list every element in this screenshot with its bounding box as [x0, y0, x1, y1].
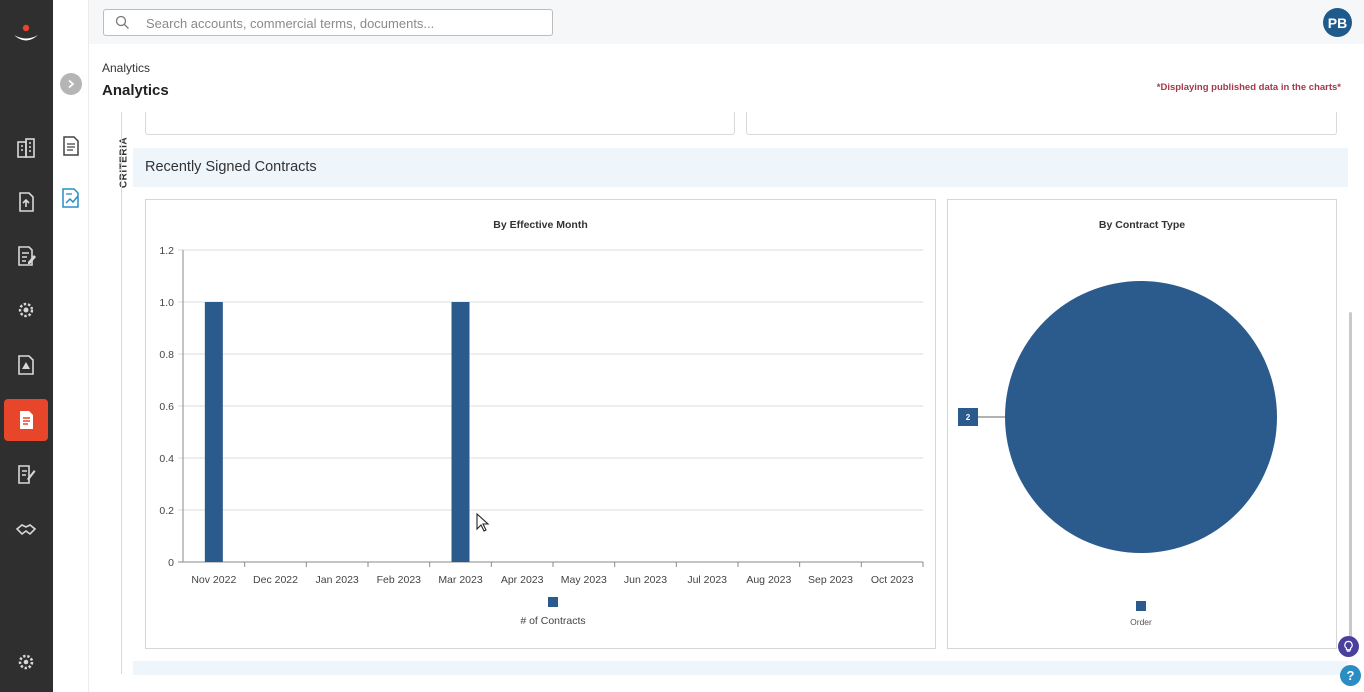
y-tick-label: 0 — [168, 557, 174, 569]
content-scrollbar[interactable] — [1348, 112, 1354, 672]
search-icon — [115, 15, 129, 29]
pie-chart-title: By Contract Type — [1098, 219, 1186, 231]
nav-edit-button[interactable] — [4, 235, 48, 277]
analytics-chart-icon[interactable] — [60, 187, 82, 209]
expand-sidebar-button[interactable] — [60, 73, 82, 95]
reports-document-icon[interactable] — [60, 135, 82, 157]
document-active-icon — [20, 411, 33, 429]
bar-chart-title: By Effective Month — [493, 219, 588, 231]
data-label-box — [958, 408, 978, 426]
pie-slice — [1005, 281, 1277, 553]
help-button[interactable]: ? — [1340, 665, 1361, 686]
nav-upload-button[interactable] — [4, 181, 48, 223]
y-tick-label: 1.2 — [159, 245, 174, 257]
x-tick-label: Dec 2022 — [253, 574, 298, 586]
pie-chart: 2 Order — [958, 281, 1277, 627]
chevron-right-icon — [68, 79, 75, 89]
top-bar: PB — [89, 0, 1364, 44]
document-alert-icon — [18, 355, 34, 375]
mouse-cursor-icon — [476, 513, 490, 532]
y-tick-label: 0.4 — [159, 453, 174, 465]
handshake-icon — [15, 524, 37, 536]
nav-settings-button[interactable] — [4, 641, 48, 683]
legend-label: # of Contracts — [520, 615, 585, 627]
x-tick-label: Nov 2022 — [191, 574, 236, 586]
nav-workflow-button[interactable] — [4, 289, 48, 331]
x-tick-label: Aug 2023 — [746, 574, 791, 586]
settings-icon — [18, 654, 34, 670]
user-avatar[interactable]: PB — [1323, 8, 1352, 37]
brand-logo-icon[interactable] — [12, 22, 40, 48]
main-nav-rail — [0, 0, 53, 692]
x-tick-label: Apr 2023 — [501, 574, 544, 586]
effective-month-chart-card: By Effective Month 0 0.2 0.4 0.6 0.8 1.0 1.2 No… — [145, 199, 936, 649]
tips-lightbulb-button[interactable] — [1338, 636, 1359, 657]
legend-label: Order — [1130, 617, 1152, 627]
secondary-nav-rail — [53, 0, 89, 692]
document-sign-icon — [18, 465, 36, 484]
y-tick-label: 0.6 — [159, 401, 174, 413]
nav-alerts-button[interactable] — [4, 344, 48, 386]
criteria-divider — [121, 112, 122, 674]
lightbulb-icon — [1344, 640, 1353, 652]
document-edit-icon — [18, 246, 36, 266]
nav-sign-button[interactable] — [4, 453, 48, 495]
x-tick-label: Mar 2023 — [438, 574, 483, 586]
y-tick-label: 0.2 — [159, 505, 174, 517]
scrollbar-thumb[interactable] — [1349, 312, 1352, 652]
gear-cluster-icon — [18, 302, 34, 318]
nav-partners-button[interactable] — [4, 508, 48, 550]
bar — [204, 302, 223, 562]
breadcrumb[interactable]: Analytics — [102, 61, 151, 75]
bar — [451, 302, 470, 562]
published-data-notice: *Displaying published data in the charts… — [1156, 82, 1341, 93]
search-input[interactable] — [146, 13, 546, 33]
legend-swatch — [548, 597, 558, 607]
document-upload-icon — [19, 192, 34, 212]
section-header: Recently Signed Contracts — [133, 148, 1348, 187]
page-title: Analytics — [102, 82, 169, 99]
buildings-icon — [17, 138, 35, 158]
global-search — [103, 9, 553, 36]
x-tick-label: Jan 2023 — [316, 574, 359, 586]
analytics-content: CRITERIA Recently Signed Contracts By Ef… — [89, 112, 1364, 692]
contract-type-chart-card: By Contract Type 2 Order — [947, 199, 1337, 649]
x-tick-label: May 2023 — [561, 574, 607, 586]
previous-chart-card-right — [746, 112, 1337, 135]
x-tick-label: Feb 2023 — [377, 574, 422, 586]
y-tick-label: 0.8 — [159, 349, 174, 361]
question-mark-icon: ? — [1346, 668, 1355, 683]
x-tick-label: Jun 2023 — [624, 574, 667, 586]
next-section-header — [133, 661, 1348, 675]
x-tick-label: Jul 2023 — [687, 574, 727, 586]
x-tick-label: Oct 2023 — [871, 574, 914, 586]
section-title: Recently Signed Contracts — [145, 159, 317, 175]
legend-swatch — [1136, 601, 1146, 611]
nav-accounts-button[interactable] — [4, 127, 48, 169]
bar-chart: 0 0.2 0.4 0.6 0.8 1.0 1.2 Nov 2022 Dec 2022 Jan 2… — [159, 245, 924, 627]
nav-contracts-button[interactable] — [4, 399, 48, 441]
previous-chart-card-left — [145, 112, 735, 135]
data-label: 2 — [966, 413, 971, 422]
x-tick-label: Sep 2023 — [808, 574, 853, 586]
criteria-panel-toggle[interactable]: CRITERIA — [104, 112, 130, 692]
y-tick-label: 1.0 — [159, 297, 174, 309]
